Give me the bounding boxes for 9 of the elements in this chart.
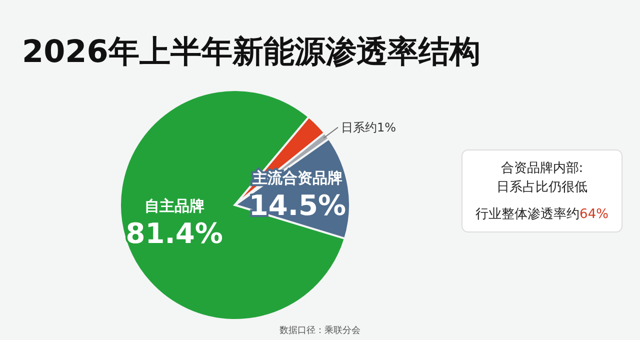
text: 合资品牌内部: — [500, 161, 584, 176]
text: 数据口径：乘联分会 — [280, 325, 360, 336]
chart-title: 2026年上半年新能源渗透率结构 — [22, 34, 480, 70]
text: 行业整体渗透率约64% — [476, 206, 608, 222]
data-label: 14.5% — [248, 188, 346, 222]
text: 日系占比仍很低 — [496, 180, 588, 195]
slice-label: 自主品牌 — [144, 196, 204, 215]
data-label: 81.4% — [126, 216, 223, 250]
slice-label: 日系约1% — [340, 120, 396, 134]
